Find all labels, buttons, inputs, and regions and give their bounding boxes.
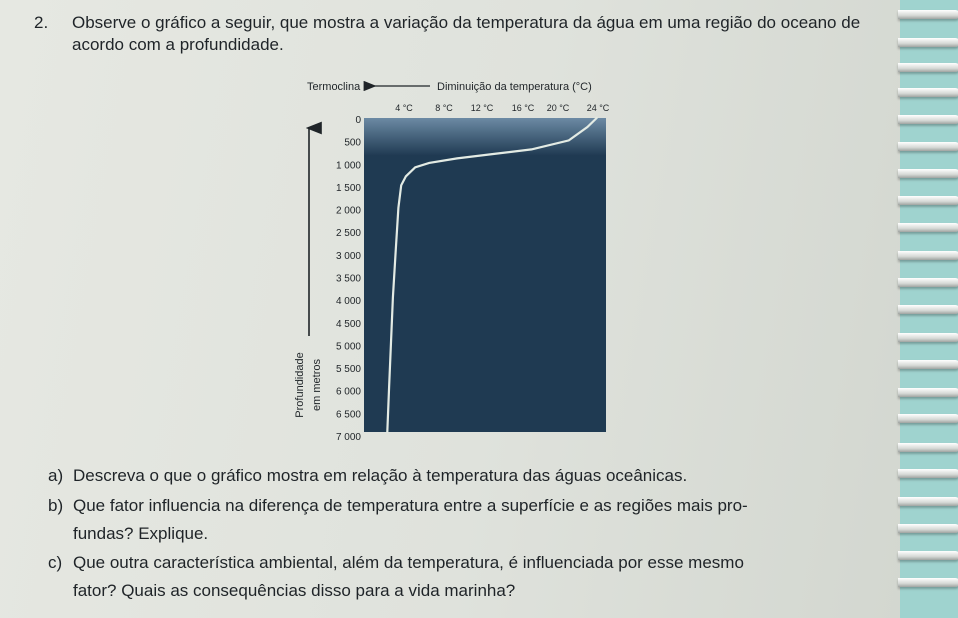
y-tick-label: 2 500 xyxy=(336,228,361,239)
spiral-ring xyxy=(898,578,958,587)
item-label: b) xyxy=(48,496,64,515)
x-tick-label: 8 °C xyxy=(435,103,453,113)
ocean-area xyxy=(364,118,606,432)
spiral-ring xyxy=(898,251,958,260)
spiral-ring xyxy=(898,38,958,47)
item-text-line2: fundas? Explique. xyxy=(73,524,209,543)
y-tick-label: 4 500 xyxy=(336,319,361,330)
y-axis-label-2: em metros xyxy=(311,359,323,411)
spiral-ring xyxy=(898,414,958,423)
item-label: a) xyxy=(48,466,64,485)
spiral-ring xyxy=(898,223,958,232)
x-tick-label: 16 °C xyxy=(512,103,535,113)
spiral-ring xyxy=(898,278,958,287)
spiral-ring xyxy=(898,469,958,478)
spiral-ring xyxy=(898,551,958,560)
temperature-curve xyxy=(386,116,598,434)
spiral-ring xyxy=(898,10,958,19)
y-tick-label: 3 500 xyxy=(336,274,361,285)
item-text-line2: fator? Quais as consequências disso para… xyxy=(73,581,516,600)
spiral-ring xyxy=(898,360,958,369)
item-text: Descreva o que o gráfico mostra em relaç… xyxy=(73,466,688,485)
y-tick-label: 3 000 xyxy=(336,251,361,262)
spiral-ring xyxy=(898,305,958,314)
y-tick-label: 5 000 xyxy=(336,341,361,352)
y-tick-label: 0 xyxy=(355,115,361,126)
x-tick-label: 12 °C xyxy=(471,103,494,113)
spiral-ring xyxy=(898,142,958,151)
y-tick-label: 4 000 xyxy=(336,296,361,307)
x-tick-label: 20 °C xyxy=(547,103,570,113)
spiral-ring xyxy=(898,333,958,342)
spiral-ring xyxy=(898,88,958,97)
spiral-ring xyxy=(898,169,958,178)
y-tick-label: 7 000 xyxy=(336,432,361,443)
y-tick-label: 1 000 xyxy=(336,160,361,171)
x-tick-label: 24 °C xyxy=(587,103,610,113)
spiral-ring xyxy=(898,388,958,397)
spiral-ring xyxy=(898,63,958,72)
x-tick-label: 4 °C xyxy=(395,103,413,113)
x-tick-labels: 4 °C 8 °C 12 °C 16 °C 20 °C 24 °C xyxy=(395,103,610,113)
annotation-temperature-decrease: Diminuição da temperatura (°C) xyxy=(437,81,592,93)
spiral-ring xyxy=(898,524,958,533)
item-label: c) xyxy=(48,553,63,572)
y-tick-label: 1 500 xyxy=(336,183,361,194)
item-text-line1: Que outra característica ambiental, além… xyxy=(73,553,744,572)
spiral-ring xyxy=(898,196,958,205)
spiral-ring xyxy=(898,443,958,452)
question-text: Observe o gráfico a seguir, que mostra a… xyxy=(72,13,861,54)
y-tick-label: 6 000 xyxy=(336,387,361,398)
y-axis-label-1: Profundidade xyxy=(294,352,306,417)
y-tick-labels: 0 500 1 000 1 500 2 000 2 500 3 000 3 500 4 000 4… xyxy=(336,115,361,443)
spiral-ring xyxy=(898,115,958,124)
annotation-thermocline: Termoclina xyxy=(307,81,361,93)
spiral-ring xyxy=(898,497,958,506)
y-tick-label: 6 500 xyxy=(336,409,361,420)
y-tick-label: 500 xyxy=(344,138,361,149)
item-text-line1: Que fator influencia na diferença de tem… xyxy=(73,496,748,515)
y-tick-label: 5 500 xyxy=(336,364,361,375)
question-number: 2. xyxy=(34,13,49,32)
y-tick-label: 2 000 xyxy=(336,206,361,217)
